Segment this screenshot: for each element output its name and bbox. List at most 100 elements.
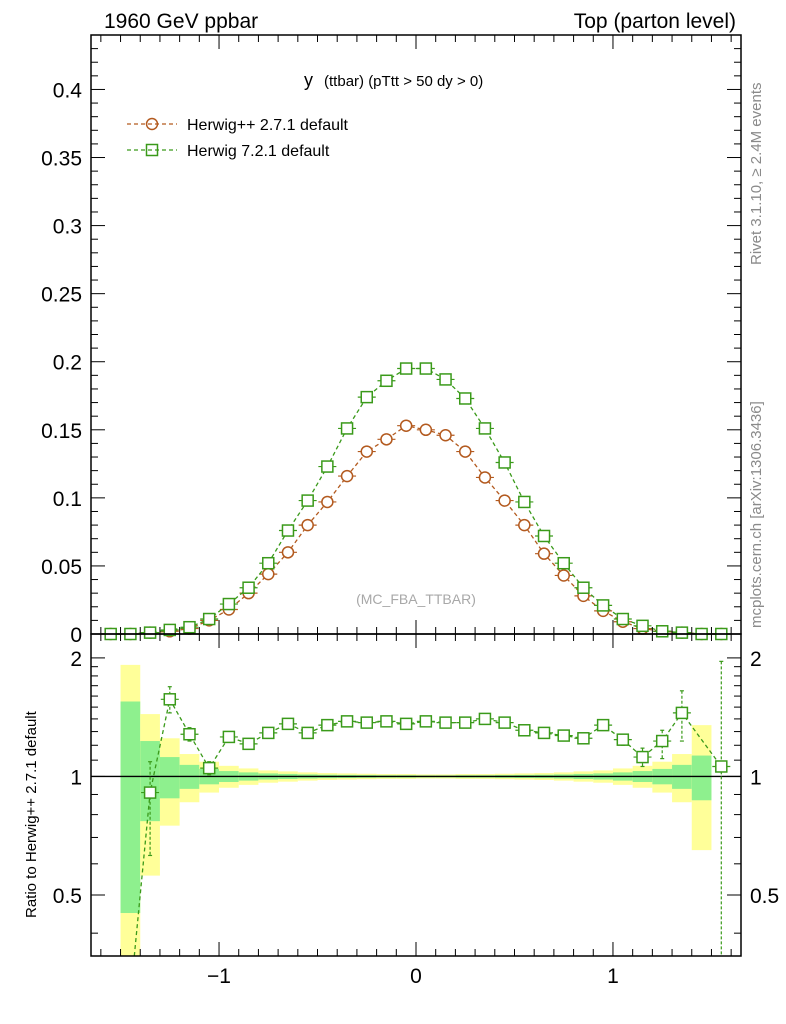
data-point-herwig-7 [222, 597, 236, 611]
header-right: Top (parton level) [574, 10, 736, 33]
ratio-point [399, 717, 413, 731]
ratio-point [183, 727, 196, 741]
data-point-herwig-pp [537, 547, 551, 560]
plot-title-sub: (ttbar) (pTtt > 50 dy > 0) [324, 73, 483, 90]
data-point-herwig-7 [301, 494, 314, 507]
data-point-herwig-7 [419, 362, 433, 375]
data-point-herwig-7 [202, 612, 216, 626]
data-point-herwig-7 [478, 422, 492, 435]
ratio-point [655, 734, 669, 748]
ratio-point [202, 761, 216, 775]
band-inner [691, 755, 712, 801]
legend-marker-herwig-7 [145, 143, 159, 157]
ratio-y-axis-label: Ratio to Herwig++ 2.7.1 default [23, 710, 40, 918]
data-point-herwig-pp [321, 495, 334, 509]
legend-label-herwig-pp: Herwig++ 2.7.1 default [187, 117, 349, 134]
data-point-herwig-7 [616, 612, 630, 626]
ratio-point [596, 718, 610, 732]
ratio-point [518, 724, 531, 737]
data-point-herwig-pp [281, 546, 295, 559]
ratio-point [439, 716, 452, 729]
rivet-label: Rivet 3.1.10, ≥ 2.4M events [748, 83, 765, 266]
y-tick-label: 0.25 [41, 284, 82, 307]
data-point-herwig-pp [262, 567, 275, 581]
ratio-point [715, 760, 728, 773]
ratio-point [360, 716, 374, 729]
ratio-point [143, 786, 157, 799]
data-point-herwig-7 [143, 626, 157, 639]
x-tick-label: −1 [207, 965, 231, 988]
y-tick-label: 0.35 [41, 148, 82, 171]
ratio-point [163, 693, 177, 706]
data-point-herwig-pp [340, 469, 354, 483]
ratio-point [340, 715, 354, 728]
data-point-herwig-7 [518, 495, 531, 509]
data-point-herwig-pp [498, 494, 511, 507]
ratio-y-tick-label-right: 1 [750, 766, 762, 789]
header-left: 1960 GeV ppbar [104, 10, 258, 33]
legend-entry-herwig-7: Herwig 7.2.1 default [127, 143, 330, 160]
legend: Herwig++ 2.7.1 default Herwig 7.2.1 defa… [127, 117, 349, 160]
ratio-y-tick-label: 2 [70, 648, 82, 671]
data-point-herwig-7 [183, 620, 196, 634]
ratio-point [262, 726, 275, 740]
data-point-herwig-7 [262, 556, 275, 570]
ratio-point [557, 729, 570, 742]
legend-label-herwig-7: Herwig 7.2.1 default [187, 143, 330, 160]
ratio-point [222, 730, 236, 744]
data-point-herwig-pp [419, 423, 433, 437]
plot-title: y (ttbar) (pTtt > 50 dy > 0) [304, 70, 483, 90]
data-point-herwig-pp [399, 419, 413, 432]
data-point-herwig-7 [458, 392, 472, 405]
ratio-point [301, 726, 314, 740]
x-tick-label: 0 [410, 965, 422, 988]
legend-entry-herwig-pp: Herwig++ 2.7.1 default [127, 117, 349, 134]
data-point-herwig-pp [301, 518, 314, 532]
data-point-herwig-7 [163, 623, 177, 637]
ratio-y-tick-label: 0.5 [53, 885, 82, 908]
y-tick-label: 0.3 [53, 216, 82, 239]
analysis-annotation: (MC_FBA_TTBAR) [356, 591, 476, 607]
ratio-point [675, 706, 689, 720]
data-point-herwig-7 [321, 460, 334, 473]
ratio-uncertainty-bands [91, 664, 741, 956]
data-point-herwig-7 [655, 625, 669, 638]
main-plot: 0 0.05 0.1 0.15 0.2 0.25 0.3 0.35 0.4 y (ttbar) … [41, 34, 742, 647]
data-point-herwig-7 [636, 619, 649, 633]
ratio-point [419, 715, 433, 728]
ratio-point [577, 732, 590, 745]
y-tick-label: 0 [70, 624, 82, 647]
data-point-herwig-pp [518, 518, 531, 532]
data-point-herwig-7 [557, 556, 570, 570]
data-point-herwig-7 [360, 390, 374, 404]
y-tick-label: 0.05 [41, 556, 82, 579]
data-point-herwig-pp [439, 428, 452, 442]
data-point-herwig-7 [399, 362, 413, 375]
legend-marker-herwig-pp [145, 117, 159, 131]
data-point-herwig-pp [478, 471, 492, 484]
ratio-point [321, 718, 334, 732]
data-point-herwig-7 [596, 599, 610, 612]
ratio-point [636, 750, 649, 764]
data-point-herwig-7 [577, 581, 590, 594]
data-point-herwig-7 [281, 524, 295, 537]
band-inner [140, 741, 160, 822]
ratio-y-tick-label: 1 [70, 766, 82, 789]
ratio-plot-marks [133, 660, 731, 957]
x-tick-label: 1 [607, 965, 619, 988]
ratio-point [242, 737, 255, 751]
ratio-point [281, 717, 295, 731]
ratio-point [498, 716, 511, 729]
data-point-herwig-pp [458, 445, 472, 458]
y-tick-label: 0.1 [53, 488, 82, 511]
ratio-plot-axis: 0.5 0.5 1 1 2 2 −1 0 1 [53, 634, 779, 988]
ratio-plot: 0.5 0.5 1 1 2 2 −1 0 1 Ratio to Herwig++ 2.7.1 d… [23, 633, 779, 988]
data-point-herwig-pp [360, 445, 374, 458]
data-point-herwig-7 [498, 456, 511, 469]
y-tick-label: 0.15 [41, 420, 82, 443]
plot-title-main: y [304, 70, 313, 90]
ratio-point [616, 733, 630, 746]
mcplots-label: mcplots.cern.ch [arXiv:1306.3436] [748, 401, 765, 628]
data-point-herwig-7 [380, 374, 393, 388]
